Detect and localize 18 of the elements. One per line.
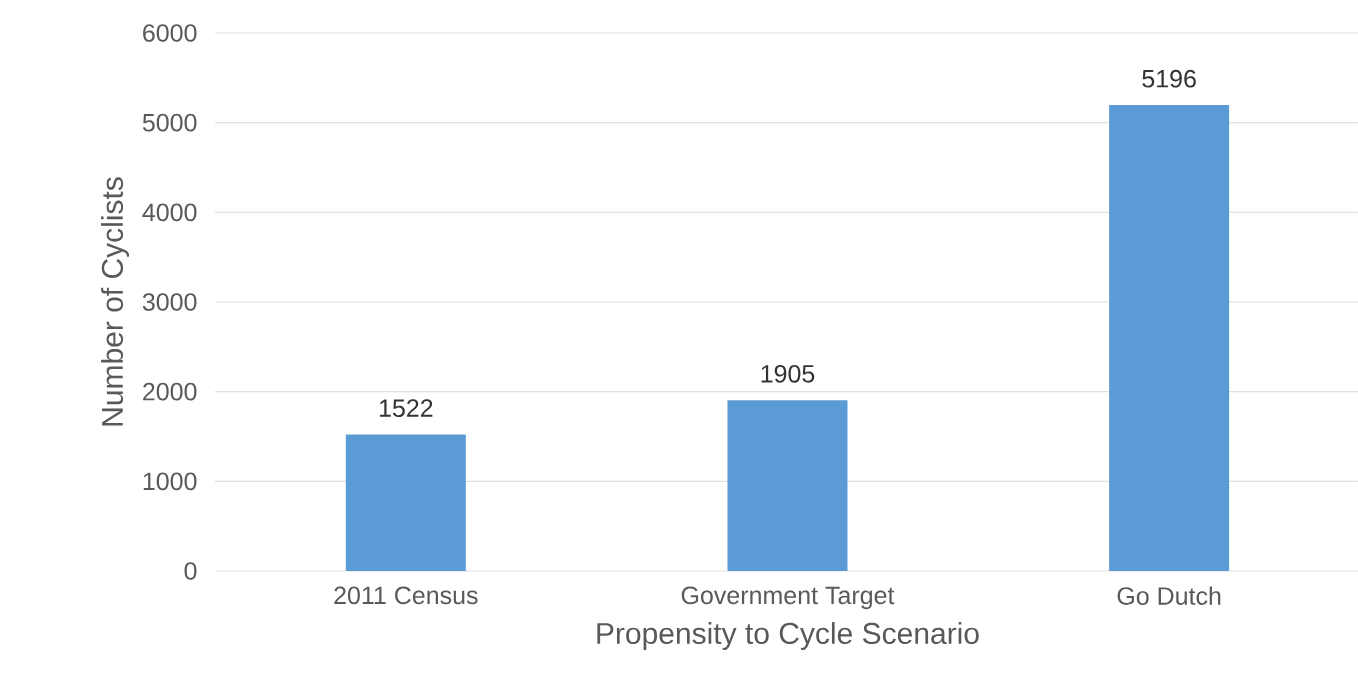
x-tick-label: 2011 Census (334, 586, 478, 605)
data-label: 1522 (379, 399, 433, 417)
y-tick-label: 4000 (142, 203, 197, 222)
y-axis-title: Number of Cyclists (101, 177, 129, 426)
y-tick-label: 1000 (143, 472, 197, 491)
data-label: 5196 (1142, 69, 1196, 88)
x-axis-title: Propensity to Cycle Scenario (597, 622, 979, 650)
y-tick-label: 3000 (142, 293, 197, 311)
y-tick-label: 5000 (142, 113, 197, 132)
x-tick-label: Go Dutch (1117, 586, 1221, 605)
x-tick-label: Government Target (681, 586, 895, 610)
y-tick-label: 6000 (143, 24, 197, 42)
y-tick-label: 2000 (143, 382, 197, 401)
bar (1109, 105, 1230, 571)
data-label: 1905 (761, 364, 815, 383)
bar (345, 434, 466, 571)
y-tick-label: 0 (184, 562, 197, 580)
bar (727, 400, 848, 571)
